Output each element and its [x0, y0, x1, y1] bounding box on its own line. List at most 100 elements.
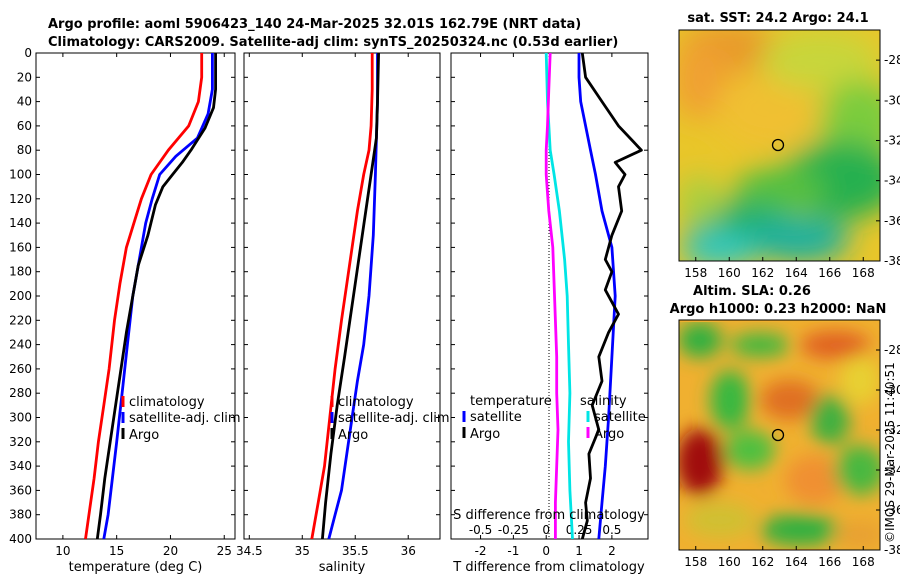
x-tick-label: 25 — [217, 544, 232, 558]
x-tick-label: 36 — [401, 544, 416, 558]
y-tick-label: 60 — [17, 119, 32, 133]
x-tick-label: 0.5 — [602, 523, 621, 537]
legend-label-argo: Argo — [129, 428, 159, 443]
sla-map-title-line2: Argo h1000: 0.23 h2000: NaN — [670, 302, 887, 317]
sst-map-frame — [678, 29, 881, 262]
difference-xlabel: T difference from climatology — [452, 560, 645, 575]
y-tick-label: 240 — [9, 338, 32, 352]
y-tick-label: 320 — [9, 435, 32, 449]
x-tick-label: 0 — [542, 523, 550, 537]
map-y-tick-label: -30 — [884, 93, 900, 107]
difference-legend: temperature satellite Argo salinity sate… — [462, 394, 646, 442]
map-x-tick-label: 162 — [751, 266, 774, 280]
y-tick-label: 380 — [9, 508, 32, 522]
sst-heatmap — [679, 30, 880, 261]
salinity-x-ticks: 34.5 35 35.5 36 — [236, 53, 416, 558]
y-tick-label: 300 — [9, 411, 32, 425]
temperature-xlabel: temperature (deg C) — [69, 560, 203, 575]
y-tick-label: 120 — [9, 192, 32, 206]
y-tick-label: 340 — [9, 459, 32, 473]
x-tick-label: 15 — [109, 544, 124, 558]
temperature-difference-x-ticks: -2 -1 0 1 2 — [475, 53, 616, 558]
sla-map-title-line1: Altim. SLA: 0.26 — [693, 284, 811, 299]
salinity-xlabel: salinity — [319, 560, 366, 575]
y-tick-label: 280 — [9, 386, 32, 400]
salinity-difference-xlabel: S difference from climatology — [453, 508, 645, 523]
legend-label-t-argo: Argo — [470, 427, 500, 442]
series-line-s-argo — [544, 53, 560, 539]
series-line-argo — [95, 53, 218, 539]
y-tick-label: 360 — [9, 483, 32, 497]
series-line-climatology — [84, 53, 204, 539]
figure-title-line2: Climatology: CARS2009. Satellite-adj cli… — [48, 35, 618, 50]
series-line-satellite-adj-clim — [102, 53, 214, 539]
map-y-tick-label: -28 — [884, 53, 900, 67]
x-tick-label: -1 — [507, 544, 519, 558]
series-line-climatology — [310, 53, 374, 539]
sst-map-title: sat. SST: 24.2 Argo: 24.1 — [687, 11, 868, 26]
legend-label-satellite: satellite-adj. clim — [129, 411, 241, 426]
map-y-tick-label: -32 — [884, 133, 900, 147]
argo-position-marker — [771, 428, 785, 442]
temperature-x-ticks: 10 15 20 25 — [55, 53, 232, 558]
legend-label-t-satellite: satellite — [470, 410, 522, 425]
map-x-tick-label: 166 — [818, 555, 841, 569]
x-tick-label: 1 — [575, 544, 583, 558]
footer-timestamp: ©IMOS 29-Mar-2025 11:40:51 — [883, 362, 897, 543]
y-tick-label: 40 — [17, 95, 32, 109]
x-tick-label: 35.5 — [342, 544, 369, 558]
y-tick-label: 140 — [9, 216, 32, 230]
legend-title-temperature: temperature — [470, 394, 552, 409]
figure-title-line1: Argo profile: aoml 5906423_140 24-Mar-20… — [48, 17, 581, 32]
legend-label-s-satellite: satellite — [594, 410, 646, 425]
map-y-tick-label: -28 — [884, 343, 900, 357]
legend-label-climatology: climatology — [338, 395, 414, 410]
x-tick-label: -0.5 — [469, 523, 492, 537]
x-tick-label: 20 — [163, 544, 178, 558]
temperature-legend: climatology satellite-adj. clim Argo — [121, 395, 241, 443]
y-tick-label: 200 — [9, 289, 32, 303]
sla-heatmap — [679, 320, 880, 550]
map-y-tick-label: -36 — [884, 503, 900, 517]
y-tick-label: 20 — [17, 70, 32, 84]
map-y-tick-label: -34 — [884, 174, 900, 188]
y-tick-label: 260 — [9, 362, 32, 376]
sla-map-frame — [678, 319, 881, 551]
map-y-tick-label: -36 — [884, 214, 900, 228]
legend-label-satellite: satellite-adj. clim — [338, 411, 450, 426]
map-x-tick-label: 166 — [818, 266, 841, 280]
map-x-tick-label: 160 — [718, 266, 741, 280]
series-line-t-satellite — [577, 53, 617, 539]
map-x-tick-label: 164 — [785, 266, 808, 280]
sla-map-ticks: 158 160 162 164 166 168 -28 -30 -32 -34 -36 -38 — [684, 343, 900, 569]
legend-label-climatology: climatology — [129, 395, 205, 410]
y-tick-label: 0 — [24, 46, 32, 60]
x-tick-label: 0 — [542, 544, 550, 558]
y-tick-label: 100 — [9, 168, 32, 182]
map-y-tick-label: -38 — [884, 254, 900, 268]
difference-series — [544, 53, 643, 539]
map-x-tick-label: 158 — [684, 555, 707, 569]
salinity-legend: climatology satellite-adj. clim Argo — [330, 395, 450, 443]
y-tick-label: 80 — [17, 143, 32, 157]
series-line-s-satellite — [544, 53, 574, 539]
map-y-tick-label: -32 — [884, 423, 900, 437]
x-tick-label: 2 — [608, 544, 616, 558]
x-tick-label: -0.25 — [498, 523, 529, 537]
map-x-tick-label: 160 — [718, 555, 741, 569]
sst-map-ticks: 158 160 162 164 166 168 -28 -30 -32 -34 -36 -38 — [684, 53, 900, 280]
x-tick-label: -2 — [475, 544, 487, 558]
temperature-series — [84, 53, 218, 539]
salinity-series — [310, 53, 380, 539]
series-line-argo — [321, 53, 380, 539]
legend-label-argo: Argo — [338, 428, 368, 443]
map-y-tick-label: -38 — [884, 543, 900, 557]
map-x-tick-label: 168 — [852, 555, 875, 569]
depth-axis: 0 20 40 60 80 100 120 140 160 180 200 220 240 260 280 3… — [9, 46, 648, 546]
argo-position-marker — [771, 138, 785, 152]
map-x-tick-label: 158 — [684, 266, 707, 280]
map-x-tick-label: 168 — [852, 266, 875, 280]
legend-label-s-argo: Argo — [594, 427, 624, 442]
map-y-tick-label: -34 — [884, 463, 900, 477]
